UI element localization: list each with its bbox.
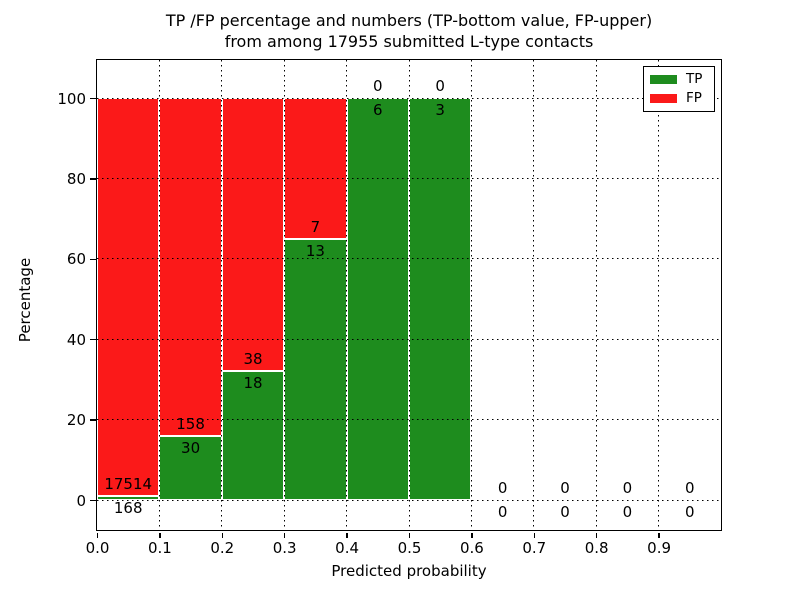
fp-color-swatch: [650, 93, 677, 103]
tp-bar-segment: [284, 238, 347, 500]
fp-count-label: 0: [560, 479, 570, 497]
tp-color-swatch: [650, 75, 677, 85]
chart-title-line1: TP /FP percentage and numbers (TP-bottom…: [165, 11, 653, 30]
x-tick-label: 0.1: [147, 539, 172, 557]
y-tick-label: 20: [66, 411, 86, 430]
x-tick-label: 0.2: [210, 539, 235, 557]
tp-count-label: 0: [560, 503, 570, 521]
y-tick-label: 0: [76, 491, 86, 510]
vertical-gridline: [408, 60, 410, 530]
tp-count-label: 18: [243, 373, 263, 392]
x-tick-mark: [471, 532, 473, 538]
fp-bar-segment: [221, 98, 285, 371]
y-tick-mark: [90, 419, 96, 421]
x-tick-mark: [533, 532, 536, 538]
vertical-gridline: [158, 60, 160, 530]
fp-count-label: 38: [243, 349, 263, 368]
tp-bar-segment: [409, 98, 472, 500]
x-tick-label: 0.8: [584, 539, 609, 557]
tp-bar-segment: [221, 370, 285, 500]
y-tick-mark: [90, 258, 96, 261]
x-tick-mark: [346, 532, 348, 538]
chart-title-line2: from among 17955 submitted L-type contac…: [224, 32, 594, 51]
tp-count-label: 3: [435, 101, 445, 119]
legend-entry-fp: FP: [650, 89, 708, 106]
x-tick-label: 0.7: [522, 539, 547, 557]
tp-count-label: 168: [113, 499, 143, 518]
tp-count-label: 0: [685, 503, 695, 521]
x-tick-label: 0.9: [647, 539, 672, 557]
fp-count-label: 0: [435, 77, 445, 95]
vertical-gridline: [283, 60, 285, 530]
x-tick-label: 0.5: [397, 539, 422, 557]
y-tick-label: 40: [66, 330, 86, 349]
fp-count-label: 158: [176, 414, 205, 433]
x-tick-label: 0.6: [459, 539, 484, 557]
x-tick-mark: [658, 532, 660, 538]
y-tick-mark: [90, 97, 96, 100]
x-tick-mark: [221, 532, 224, 538]
legend: TP FP: [643, 66, 715, 112]
x-axis-label: Predicted probability: [331, 562, 487, 580]
tp-count-label: 13: [305, 241, 325, 260]
fp-count-label: 0: [685, 479, 695, 497]
legend-label-tp: TP: [686, 71, 703, 88]
x-tick-mark: [159, 532, 161, 538]
y-tick-mark: [90, 178, 96, 180]
x-tick-label: 0.3: [272, 539, 297, 557]
fp-count-label: 17514: [104, 475, 153, 494]
y-tick-mark: [90, 338, 96, 341]
y-axis-label: Percentage: [16, 257, 34, 343]
vertical-gridline: [346, 60, 348, 530]
tp-bar-segment: [159, 435, 222, 500]
tp-count-label: 30: [181, 438, 201, 457]
legend-entry-tp: TP: [650, 72, 708, 87]
fp-bar-segment: [97, 98, 160, 497]
fp-bar-segment: [159, 98, 222, 436]
fp-count-label: 0: [622, 479, 633, 497]
vertical-gridline: [533, 60, 535, 530]
tp-bar-segment: [346, 98, 409, 500]
x-tick-label: 0.0: [85, 539, 110, 557]
vertical-gridline: [658, 60, 660, 530]
y-tick-label: 100: [57, 89, 86, 108]
x-tick-label: 0.4: [335, 539, 360, 557]
vertical-gridline: [595, 60, 597, 530]
y-tick-label: 80: [66, 169, 86, 188]
vertical-gridline: [221, 60, 223, 530]
tp-count-label: 0: [497, 503, 508, 521]
legend-label-fp: FP: [686, 89, 702, 106]
fp-count-label: 0: [497, 479, 508, 497]
plot-area: 17514 168 158 30 38 18 7 13 0 6 0 3 0 0 0 0 0 0 0 0: [96, 59, 722, 531]
fp-count-label: 0: [373, 77, 383, 95]
tp-count-label: 6: [373, 101, 383, 119]
vertical-gridline: [470, 60, 472, 530]
x-tick-mark: [96, 532, 99, 538]
x-tick-mark: [283, 532, 286, 538]
y-tick-mark: [90, 499, 96, 502]
tp-count-label: 0: [622, 503, 633, 521]
x-tick-mark: [408, 532, 411, 538]
x-tick-mark: [595, 532, 598, 538]
fp-count-label: 7: [310, 217, 321, 236]
y-tick-label: 60: [66, 250, 86, 269]
fp-bar-segment: [284, 98, 347, 239]
